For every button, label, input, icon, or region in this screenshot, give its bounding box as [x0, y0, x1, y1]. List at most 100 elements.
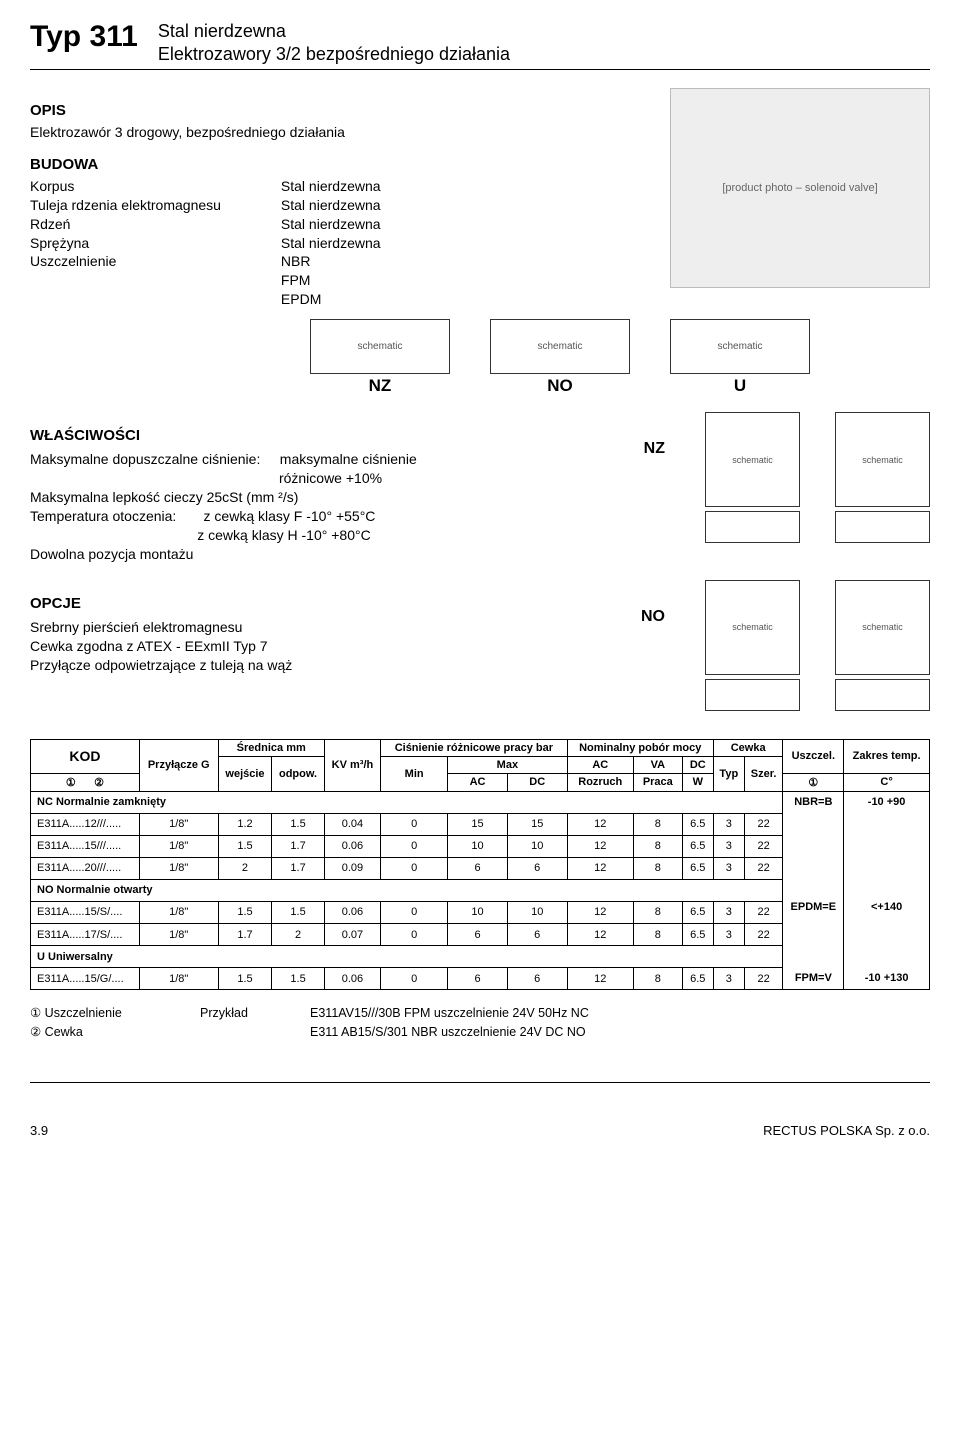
opcje-line: Cewka zgodna z ATEX - EExmII Typ 7 [30, 637, 631, 656]
budowa-value: Stal nierdzewna [281, 177, 381, 196]
side-no-diagrams: schematic schematic [705, 580, 930, 711]
diagram-col: schematic [705, 580, 800, 711]
th-odpow: odpow. [272, 756, 324, 791]
header-line1: Stal nierdzewna [158, 20, 510, 43]
table-cell: 12 [567, 924, 633, 946]
opcje-block: OPCJE Srebrny pierścień elektromagnesu C… [30, 580, 930, 711]
table-cell: 6.5 [682, 857, 713, 879]
th-circ12: ① ② [31, 773, 140, 791]
table-cell: 22 [744, 835, 783, 857]
table-cell: 8 [633, 813, 682, 835]
th-uszczel: Uszczel. [783, 739, 844, 773]
table-cell: 12 [567, 901, 633, 923]
budowa-label: Korpus [30, 177, 221, 196]
header-subtitle: Stal nierdzewna Elektrozawory 3/2 bezpoś… [158, 20, 510, 65]
th-ac2: AC [448, 773, 508, 791]
table-cell: E311A.....15///..... [31, 835, 140, 857]
th-ac: AC [567, 756, 633, 773]
table-cell: 6 [448, 968, 508, 990]
side-label-no: NO [641, 608, 665, 711]
table-cell: 6.5 [682, 968, 713, 990]
th-w: W [682, 773, 713, 791]
wlasciwosci-block: WŁAŚCIWOŚCI Maksymalne dopuszczalne ciśn… [30, 412, 930, 564]
budowa-value: Stal nierdzewna [281, 196, 381, 215]
table-cell: 8 [633, 901, 682, 923]
table-cell: 6 [507, 857, 567, 879]
circ2: ② [94, 777, 104, 789]
footer-rule [30, 1082, 930, 1083]
table-cell: 1.5 [272, 968, 324, 990]
table-cell: 1/8" [139, 968, 218, 990]
symbol-no: schematic NO [490, 319, 630, 396]
footnotes: ① Uszczelnienie Przykład E311AV15///30B … [30, 1004, 930, 1042]
seal-cell: NBR=B EPDM=E FPM=V [783, 791, 844, 990]
schematic-icon: schematic [835, 580, 930, 675]
table-cell: 0.09 [324, 857, 380, 879]
table-cell: 0.04 [324, 813, 380, 835]
actuator-icon [705, 511, 800, 543]
wlasciwosci-head: WŁAŚCIWOŚCI [30, 426, 634, 446]
table-cell: E311A.....17/S/.... [31, 924, 140, 946]
wlasciwosci-line: różnicowe +10% [30, 469, 634, 488]
table-cell: 3 [713, 835, 744, 857]
table-cell: E311A.....12///..... [31, 813, 140, 835]
table-body: NC Normalnie zamkniętyNBR=B EPDM=E FPM=V… [31, 791, 930, 990]
th-min: Min [381, 756, 448, 791]
header-line2: Elektrozawory 3/2 bezpośredniego działan… [158, 43, 510, 66]
opis-head: OPIS [30, 102, 650, 119]
symbol-label-nz: NZ [310, 376, 450, 396]
table-cell: 0 [381, 924, 448, 946]
table-cell: 22 [744, 813, 783, 835]
table-cell: 3 [713, 924, 744, 946]
diagram-col: schematic [835, 580, 930, 711]
table-cell: 1.7 [218, 924, 272, 946]
wlasciwosci-line: z cewką klasy H -10° +80°C [30, 526, 634, 545]
th-dc2: DC [507, 773, 567, 791]
table-cell: 15 [507, 813, 567, 835]
table-cell: 1/8" [139, 835, 218, 857]
table-cell: 0.06 [324, 968, 380, 990]
symbol-u: schematic U [670, 319, 810, 396]
table-cell: 8 [633, 924, 682, 946]
table-cell: 1.5 [272, 813, 324, 835]
footnote-c1: ① Uszczelnienie [30, 1004, 200, 1023]
table-cell: 1.5 [218, 968, 272, 990]
schematic-icon: schematic [310, 319, 450, 374]
table-cell: 1.2 [218, 813, 272, 835]
footnote-c3: E311 AB15/S/301 NBR uszczelnienie 24V DC… [310, 1023, 586, 1042]
th-praca: Praca [633, 773, 682, 791]
circ1: ① [66, 777, 76, 789]
type-title: Typ 311 [30, 20, 138, 54]
budowa-value: EPDM [281, 290, 381, 309]
wlasciwosci-line: Maksymalne dopuszczalne ciśnienie: maksy… [30, 450, 634, 469]
table-cell: 3 [713, 813, 744, 835]
actuator-icon [835, 511, 930, 543]
opis-text: Elektrozawór 3 drogowy, bezpośredniego d… [30, 123, 650, 142]
table-cell: 1.7 [272, 835, 324, 857]
th-zakres: Zakres temp. [844, 739, 930, 773]
table-cell: 10 [507, 901, 567, 923]
wlasciwosci-line: Maksymalna lepkość cieczy 25cSt (mm ²/s) [30, 488, 634, 507]
th-kod: KOD [31, 739, 140, 773]
schematic-icon: schematic [490, 319, 630, 374]
diagram-col: schematic [705, 412, 800, 564]
table-cell: 6 [507, 924, 567, 946]
table-cell: E311A.....20///..... [31, 857, 140, 879]
table-cell: 15 [448, 813, 508, 835]
th-cewka: Cewka [713, 739, 783, 756]
th-wejscie: wejście [218, 756, 272, 791]
side-label-nz: NZ [644, 440, 665, 564]
th-szer: Szer. [744, 756, 783, 791]
table-cell: 8 [633, 835, 682, 857]
table-cell: 22 [744, 901, 783, 923]
th-max: Max [448, 756, 567, 773]
actuator-icon [835, 679, 930, 711]
footnote-c2 [200, 1023, 310, 1042]
footnote-c2: Przykład [200, 1004, 310, 1023]
table-cell: 0.07 [324, 924, 380, 946]
symbol-label-u: U [670, 376, 810, 396]
table-cell: 3 [713, 968, 744, 990]
footnote-row: ② Cewka E311 AB15/S/301 NBR uszczelnieni… [30, 1023, 930, 1042]
table-cell: 1/8" [139, 813, 218, 835]
symbol-label-no: NO [490, 376, 630, 396]
